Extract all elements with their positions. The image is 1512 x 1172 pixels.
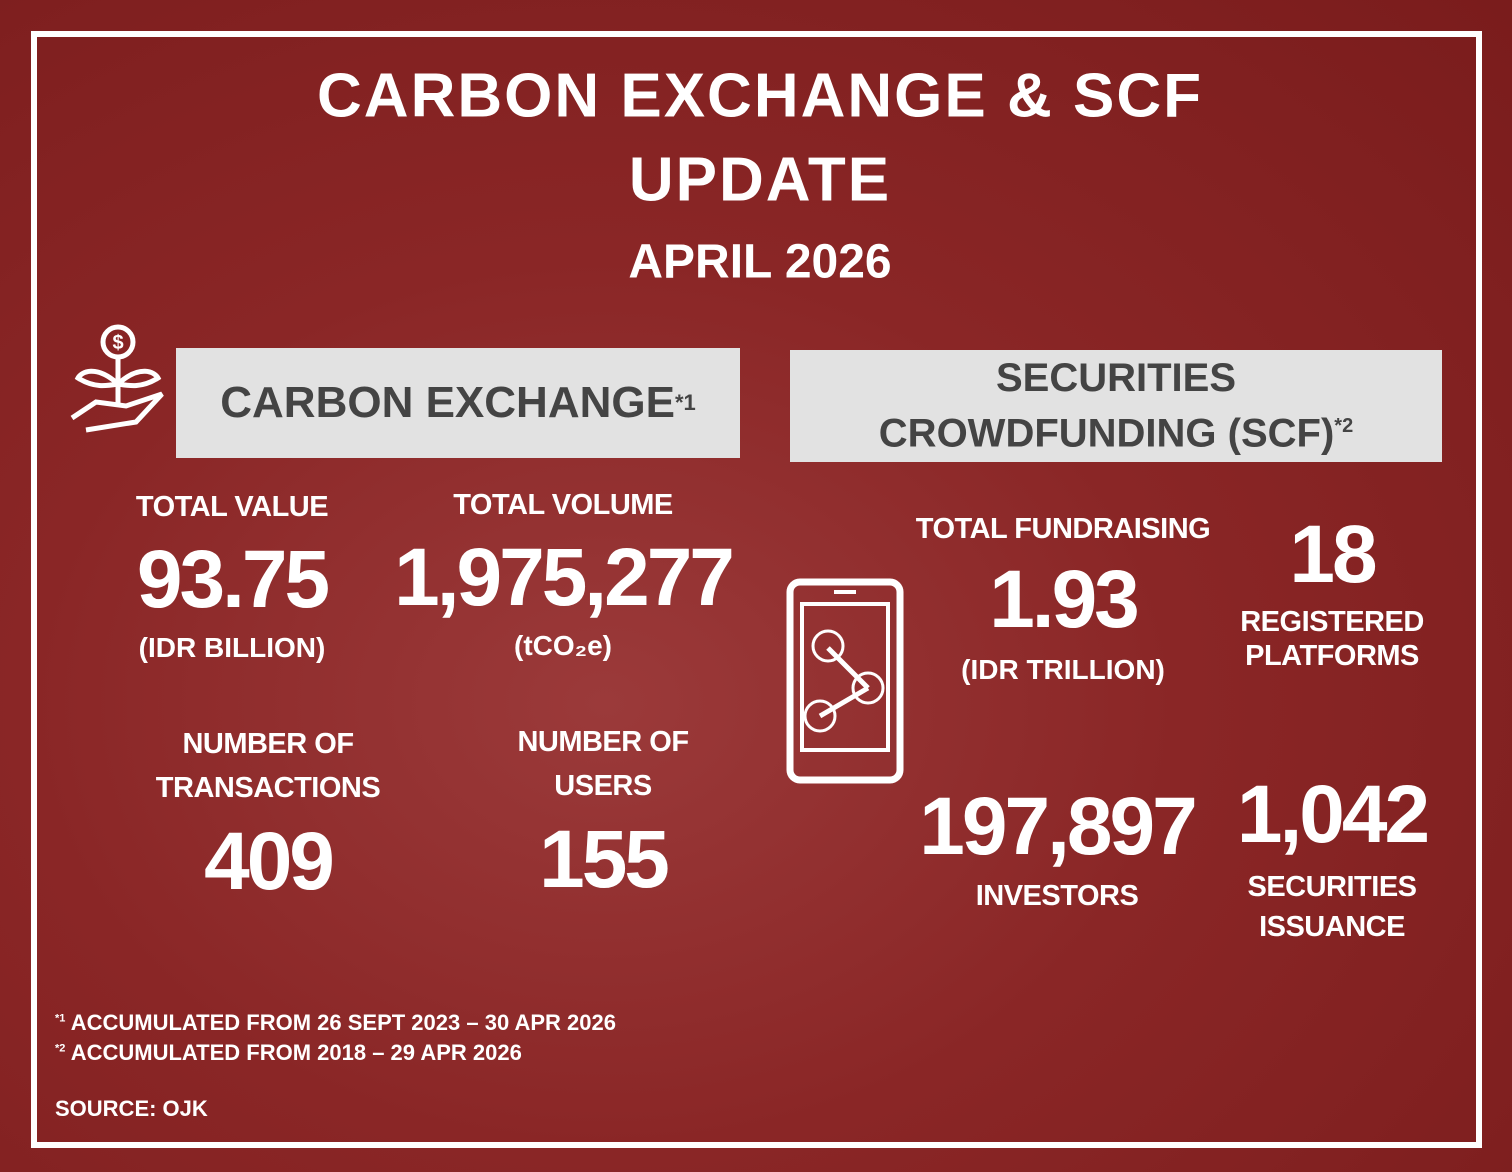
heading-text: CARBON EXCHANGE <box>220 378 675 427</box>
label-line: ISSUANCE <box>1259 911 1405 943</box>
note-mark: *1 <box>674 390 696 415</box>
scf-heading: SECURITIES CROWDFUNDING (SCF)*2 <box>790 350 1442 462</box>
stat-label: SECURITIES ISSUANCE <box>1247 867 1417 947</box>
label-line: USERS <box>554 770 652 802</box>
stat-label: NUMBER OF TRANSACTIONS <box>155 722 381 810</box>
stat-unit: (IDR TRILLION) <box>961 654 1165 685</box>
stat-value: 18 <box>1289 509 1377 600</box>
stat-value: 155 <box>539 814 670 905</box>
phone-icon <box>786 578 904 784</box>
stat-label: TOTAL FUNDRAISING <box>915 513 1211 545</box>
note-mark: *2 <box>55 1042 66 1055</box>
source: SOURCE: OJK <box>55 1096 208 1121</box>
svg-text:$: $ <box>112 332 123 354</box>
footnote-text: ACCUMULATED FROM 2018 – 29 APR 2026 <box>70 1040 522 1065</box>
note-mark: *2 <box>1334 415 1354 438</box>
stat-value: 93.75 <box>136 534 330 625</box>
stat-label: TOTAL VOLUME <box>453 489 673 521</box>
heading-line: SECURITIES <box>995 356 1237 401</box>
stat-label: NUMBER OF USERS <box>517 720 689 808</box>
stat-label: TOTAL VALUE <box>135 491 329 523</box>
note-mark: *1 <box>55 1012 66 1025</box>
label-line: TRANSACTIONS <box>155 772 381 804</box>
stat-label: INVESTORS <box>975 880 1139 912</box>
title: UPDATE <box>628 145 892 215</box>
stat-value: 1,975,277 <box>394 532 735 623</box>
stat-label: REGISTERED PLATFORMS <box>1240 605 1424 673</box>
stat-unit: (tCO₂e) <box>514 630 612 661</box>
heading-text: CROWDFUNDING (SCF) <box>878 411 1335 456</box>
stat-value: 1,042 <box>1236 769 1430 860</box>
footnote-text: ACCUMULATED FROM 26 SEPT 2023 – 30 APR 2… <box>70 1010 616 1035</box>
frame <box>31 31 1482 1148</box>
stat-unit: (IDR BILLION) <box>138 632 326 663</box>
label-line: PLATFORMS <box>1245 640 1419 672</box>
carbon-heading: CARBON EXCHANGE *1 <box>176 348 740 458</box>
label-line: REGISTERED <box>1240 606 1424 638</box>
label-line: SECURITIES <box>1247 871 1417 903</box>
heading-line: CROWDFUNDING (SCF)*2 <box>879 402 1353 457</box>
stat-value: 1.93 <box>989 554 1140 645</box>
stat-value: 197,897 <box>919 781 1197 872</box>
footnote: *2 ACCUMULATED FROM 2018 – 29 APR 2026 <box>55 1040 522 1066</box>
label-line: NUMBER OF <box>182 728 354 760</box>
footnote: *1 ACCUMULATED FROM 26 SEPT 2023 – 30 AP… <box>55 1010 616 1036</box>
plant-icon: $ <box>70 324 164 433</box>
stat-value: 409 <box>204 816 335 907</box>
label-line: NUMBER OF <box>517 726 689 758</box>
title: CARBON EXCHANGE & SCF <box>317 61 1203 131</box>
date: APRIL 2026 <box>628 235 892 289</box>
